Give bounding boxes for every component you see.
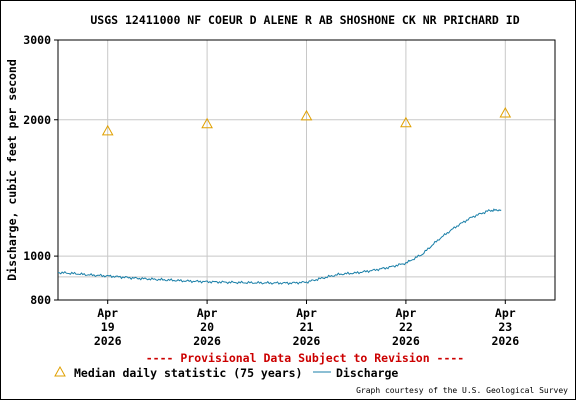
legend-triangle-icon <box>54 365 66 377</box>
y-axis-label: Discharge, cubic feet per second <box>5 59 19 281</box>
provisional-notice: ---- Provisional Data Subject to Revisio… <box>146 351 465 365</box>
y-tick-label: 3000 <box>23 33 51 47</box>
x-tick-month: Apr <box>296 306 317 320</box>
median-marker <box>499 106 512 118</box>
y-tick-label: 1000 <box>23 249 51 263</box>
grid-lines <box>58 39 555 301</box>
median-marker <box>300 109 313 121</box>
credit-text: Graph courtesy of the U.S. Geological Su… <box>356 386 568 395</box>
x-tick-month: Apr <box>396 306 417 320</box>
x-tick-year: 2026 <box>94 334 122 348</box>
y-tick-label: 2000 <box>23 113 51 127</box>
median-marker <box>101 124 114 136</box>
y-axis: 800 1000 2000 3000 <box>23 33 58 307</box>
median-marker <box>201 117 213 129</box>
x-tick-day: 23 <box>498 320 512 334</box>
series-layer <box>57 106 512 286</box>
discharge-line <box>57 208 502 286</box>
chart-title: USGS 12411000 NF COEUR D ALENE R AB SHOS… <box>90 13 519 27</box>
x-tick-month: Apr <box>197 306 218 320</box>
y-tick-label: 800 <box>30 293 51 307</box>
legend-median-label: Median daily statistic (75 years) <box>74 366 302 380</box>
x-tick-day: 20 <box>200 320 214 334</box>
x-axis: Apr192026Apr202026Apr212026Apr222026Apr2… <box>94 300 519 348</box>
legend: Median daily statistic (75 years) Discha… <box>54 365 398 380</box>
x-tick-day: 22 <box>399 320 413 334</box>
x-tick-year: 2026 <box>491 334 519 348</box>
legend-discharge-label: Discharge <box>336 366 398 380</box>
x-tick-month: Apr <box>97 306 118 320</box>
x-tick-year: 2026 <box>293 334 321 348</box>
x-tick-year: 2026 <box>392 334 420 348</box>
x-tick-day: 21 <box>300 320 314 334</box>
x-tick-year: 2026 <box>193 334 221 348</box>
x-tick-month: Apr <box>495 306 516 320</box>
median-marker <box>400 116 412 128</box>
x-tick-day: 19 <box>101 320 115 334</box>
